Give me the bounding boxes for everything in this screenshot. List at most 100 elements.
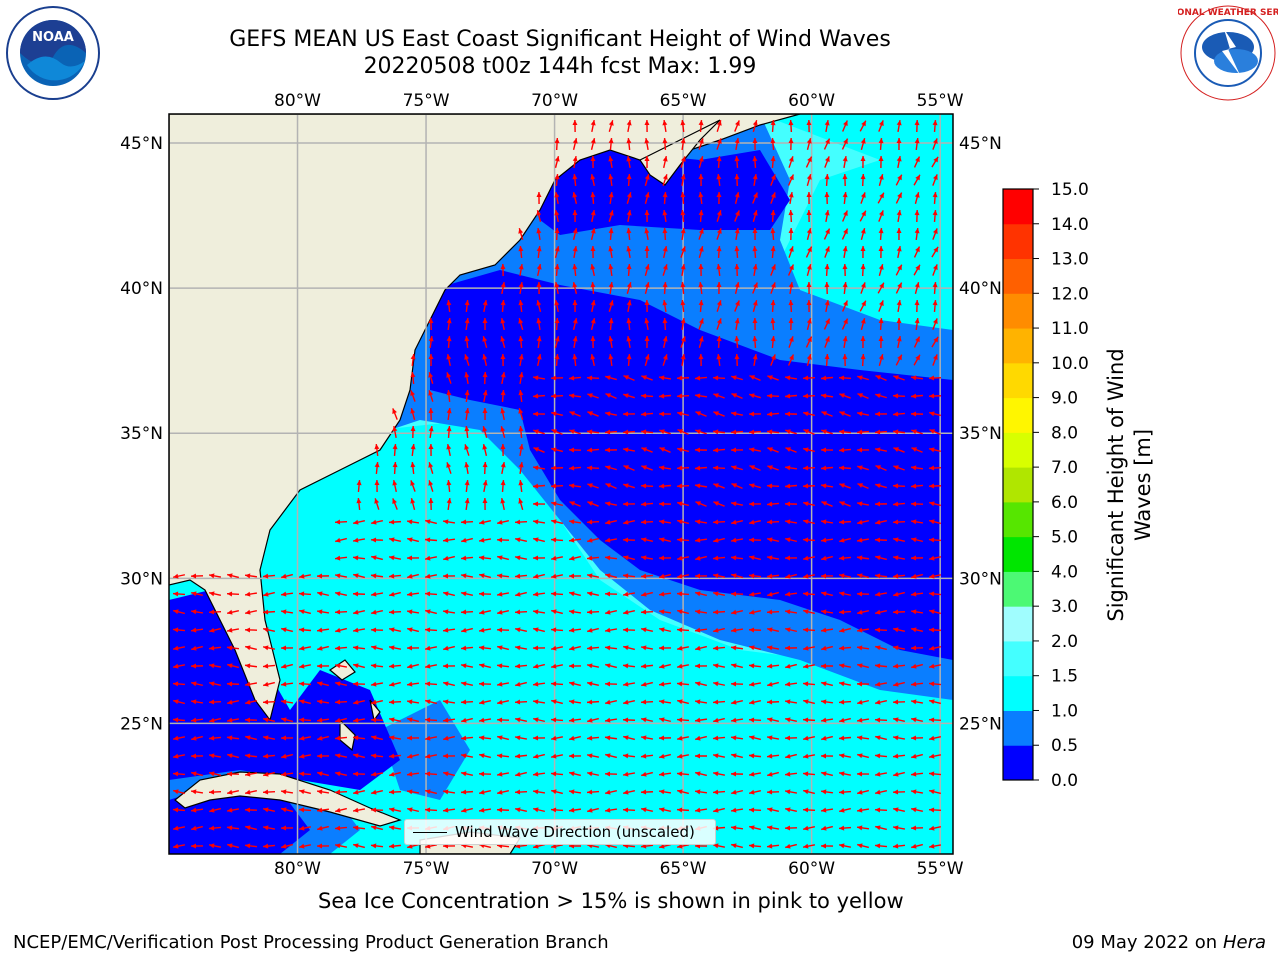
wave-arrow: [478, 717, 492, 723]
wave-arrow: [698, 336, 704, 348]
wave-arrow: [716, 120, 722, 132]
wave-arrow: [533, 429, 545, 435]
wave-arrow: [461, 717, 473, 723]
wave-arrow: [388, 609, 402, 615]
wave-arrow: [352, 555, 366, 561]
wave-arrow: [608, 263, 614, 277]
wave-arrow: [838, 789, 852, 795]
wave-arrow: [770, 245, 776, 259]
wave-arrow: [514, 609, 528, 615]
wave-arrow: [406, 789, 420, 795]
wave-arrow: [280, 771, 294, 777]
wave-arrow: [262, 843, 276, 849]
wave-arrow: [514, 699, 528, 705]
wave-arrow: [676, 465, 690, 471]
wave-arrow: [608, 245, 614, 259]
wave-arrow: [748, 411, 762, 417]
wave-arrow: [712, 699, 726, 705]
wave-arrow: [500, 299, 506, 313]
wave-arrow: [536, 281, 542, 295]
wave-arrow: [496, 771, 510, 777]
wave-arrow: [802, 843, 816, 849]
wave-arrow: [731, 753, 743, 759]
wave-arrow: [784, 501, 798, 507]
wave-arrow: [803, 428, 815, 436]
wave-arrow: [478, 627, 492, 633]
wave-arrow: [806, 228, 812, 240]
wave-arrow: [856, 825, 870, 831]
wave-arrow: [712, 753, 726, 759]
wave-arrow: [500, 317, 506, 331]
wave-arrow: [928, 537, 942, 543]
wave-arrow: [388, 645, 402, 651]
wave-arrow: [245, 735, 257, 741]
wave-arrow: [281, 573, 293, 579]
wave-arrow: [550, 375, 564, 381]
wave-arrow: [860, 173, 866, 187]
wave-arrow: [695, 411, 707, 417]
wave-arrow: [640, 735, 654, 741]
wave-arrow: [824, 299, 830, 313]
wave-arrow: [262, 699, 276, 705]
lat-label-right: 45°N: [959, 134, 1002, 154]
wave-arrow: [932, 119, 938, 133]
wave-arrow: [532, 591, 546, 597]
wave-arrow: [752, 245, 758, 259]
wave-arrow: [604, 501, 618, 507]
colorbar-swatch: [1003, 258, 1033, 294]
wave-arrow: [622, 627, 636, 633]
wave-arrow: [910, 555, 924, 561]
wave-arrow: [910, 771, 924, 777]
wave-arrow: [334, 591, 348, 597]
wave-arrow: [748, 537, 762, 543]
wave-arrow: [536, 300, 542, 312]
wave-arrow: [532, 681, 546, 687]
wave-arrow: [298, 735, 312, 741]
wave-arrow: [734, 173, 740, 187]
wave-arrow: [518, 408, 524, 420]
wave-arrow: [698, 281, 704, 295]
wave-arrow: [695, 555, 707, 561]
wave-arrow: [913, 246, 921, 258]
wave-arrow: [478, 735, 492, 741]
wave-arrow: [172, 591, 186, 597]
wave-arrow: [622, 537, 636, 543]
wave-arrow: [590, 245, 596, 259]
wave-arrow: [910, 609, 924, 615]
wave-arrow: [857, 753, 869, 759]
wave-arrow: [518, 425, 524, 439]
wave-arrow: [914, 209, 920, 223]
wave-arrow: [892, 519, 906, 525]
wave-arrow: [892, 393, 906, 399]
wave-arrow: [658, 483, 672, 489]
wave-arrow: [644, 209, 650, 223]
wave-arrow: [410, 498, 416, 510]
wave-arrow: [172, 645, 186, 651]
wave-arrow: [406, 519, 420, 525]
wave-arrow: [464, 479, 470, 493]
wave-arrow: [874, 843, 888, 849]
wave-arrow: [608, 335, 614, 349]
wave-arrow: [500, 497, 506, 511]
wave-arrow: [226, 591, 240, 597]
wave-arrow: [658, 411, 672, 417]
wave-arrow: [695, 645, 707, 651]
wave-arrow: [874, 573, 888, 579]
wave-arrow: [640, 573, 654, 579]
wave-arrow: [464, 497, 470, 511]
colorbar-swatch: [1003, 328, 1033, 364]
wave-arrow: [784, 735, 798, 741]
wave-arrow: [392, 443, 398, 457]
wave-arrow: [731, 375, 743, 381]
wave-arrow: [514, 753, 528, 759]
colorbar-tick: 13.0: [1051, 250, 1089, 270]
wave-arrow: [482, 317, 488, 331]
wave-arrow: [334, 555, 348, 561]
wave-arrow: [892, 537, 906, 543]
wave-arrow: [892, 609, 906, 615]
wave-arrow: [370, 663, 384, 669]
wave-arrow: [784, 411, 798, 417]
wave-arrow: [932, 318, 938, 330]
wave-arrow: [892, 825, 906, 831]
wave-arrow: [694, 573, 708, 579]
